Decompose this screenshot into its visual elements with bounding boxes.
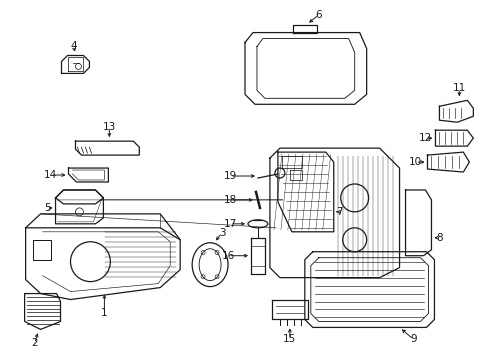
- Text: 14: 14: [44, 170, 57, 180]
- Text: 7: 7: [336, 207, 343, 217]
- Text: 10: 10: [408, 157, 421, 167]
- Text: 13: 13: [102, 122, 116, 132]
- Text: 11: 11: [452, 84, 465, 93]
- Text: 15: 15: [283, 334, 296, 345]
- Text: 8: 8: [435, 233, 442, 243]
- Text: 2: 2: [31, 338, 38, 348]
- Text: 5: 5: [44, 203, 51, 213]
- Text: 4: 4: [70, 41, 77, 50]
- Text: 12: 12: [418, 133, 431, 143]
- Text: 19: 19: [223, 171, 236, 181]
- Text: 18: 18: [223, 195, 236, 205]
- Text: 6: 6: [315, 10, 322, 20]
- Text: 17: 17: [223, 219, 236, 229]
- Text: 16: 16: [221, 251, 234, 261]
- Text: 9: 9: [409, 334, 416, 345]
- Text: 1: 1: [101, 309, 107, 319]
- Text: 3: 3: [218, 228, 225, 238]
